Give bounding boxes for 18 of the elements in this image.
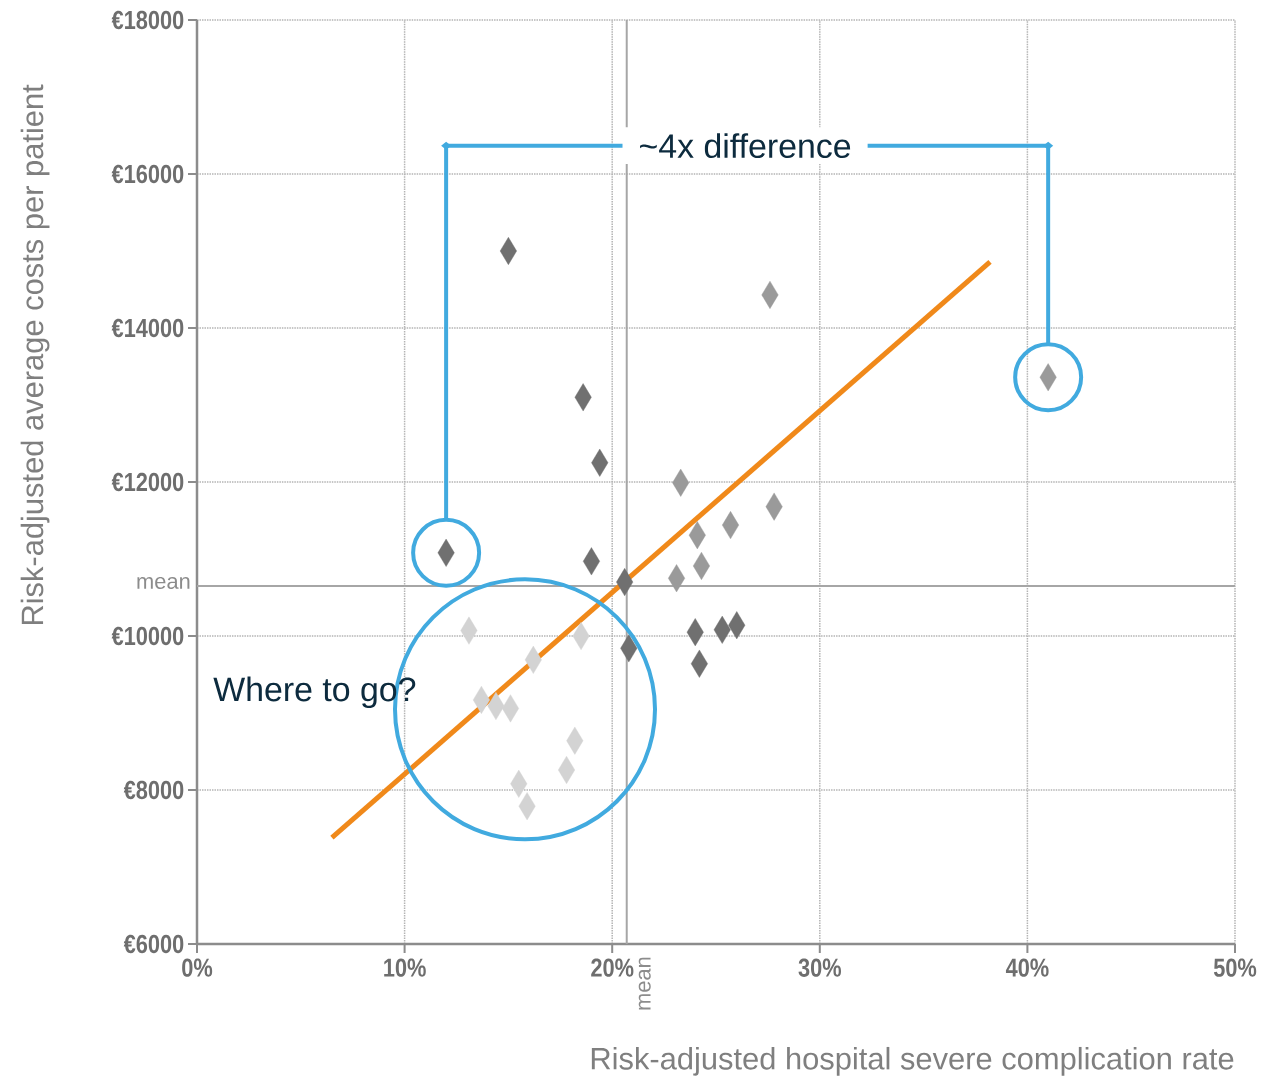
y-axis-title: Risk-adjusted average costs per patient bbox=[20, 84, 50, 625]
y-tick-label: €14000 bbox=[111, 318, 184, 338]
x-tick-label: 20% bbox=[591, 958, 634, 977]
x-tick-label: 40% bbox=[1005, 958, 1049, 977]
x-tick-label: 10% bbox=[384, 958, 426, 977]
y-tick-label: €18000 bbox=[111, 10, 184, 30]
y-tick-label: €12000 bbox=[111, 472, 184, 492]
y-tick-label: €6000 bbox=[123, 934, 184, 954]
ref-line-label: mean bbox=[638, 957, 651, 1010]
x-tick-label: 30% bbox=[798, 958, 841, 977]
x-tick-label: 0% bbox=[182, 958, 213, 977]
y-tick-label: €8000 bbox=[123, 780, 184, 800]
x-axis-title: Risk-adjusted hospital severe complication rate bbox=[591, 1046, 1234, 1076]
x-tick-label: 50% bbox=[1213, 958, 1257, 977]
ref-line-label: mean bbox=[137, 576, 190, 589]
y-tick-label: €10000 bbox=[111, 626, 184, 646]
annotation: ~4x difference bbox=[640, 133, 851, 159]
y-tick-label: €16000 bbox=[111, 164, 184, 184]
